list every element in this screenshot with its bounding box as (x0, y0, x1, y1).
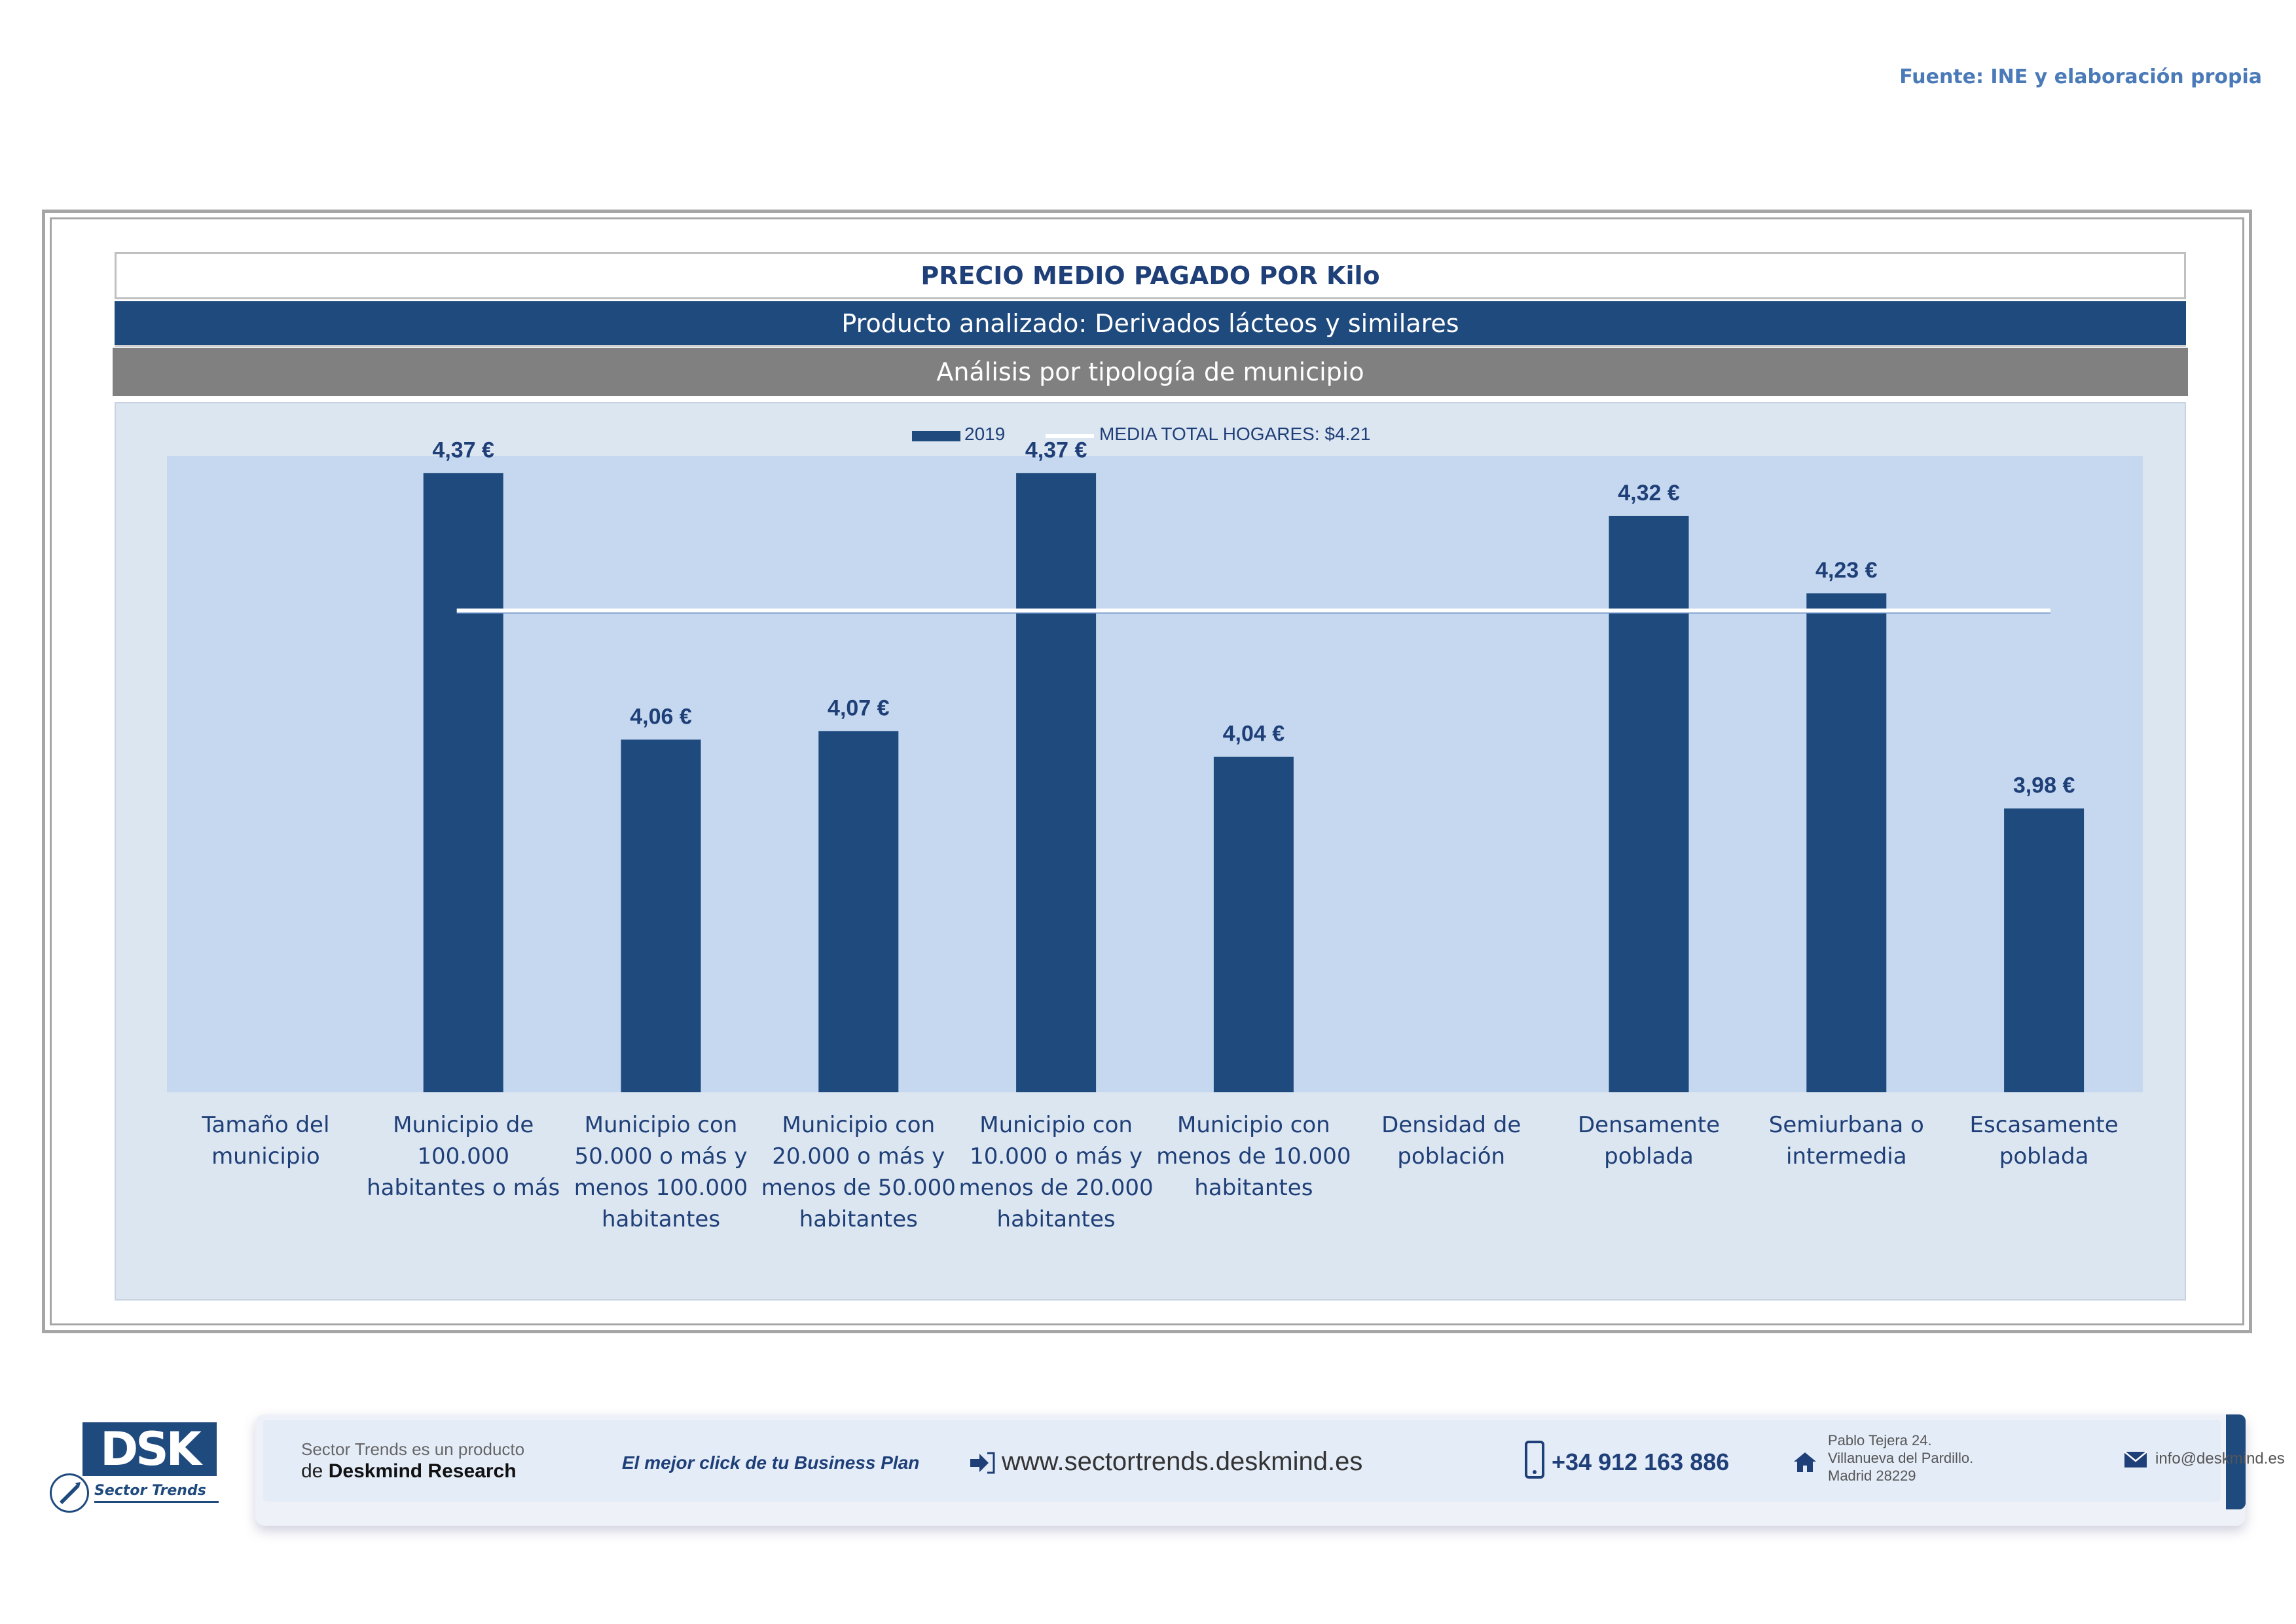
address-line-2: Villanueva del Pardillo. (1828, 1450, 1974, 1466)
bar-5 (1213, 756, 1294, 1092)
category-label-line: Municipio con (1177, 1112, 1330, 1138)
category-label-line: Densamente (1577, 1112, 1721, 1138)
category-label-line: menos 100.000 (574, 1175, 748, 1201)
chart-area: 4,37 € 4,06 € 4,07 € 4,37 € 4,04 € 4,32 € 4,23… (115, 402, 2186, 1301)
category-label-line: poblada (1604, 1143, 1694, 1170)
legend-swatch-bar (912, 431, 960, 441)
bar-3 (818, 731, 899, 1092)
mail-icon (2124, 1451, 2147, 1467)
category-label-line: habitantes (1194, 1175, 1313, 1201)
chart-title: PRECIO MEDIO PAGADO POR Kilo (115, 252, 2186, 299)
category-label-line: habitantes (996, 1206, 1116, 1232)
inner-frame (50, 217, 2244, 1325)
outer-frame (42, 210, 2252, 1333)
home-icon (1794, 1452, 1816, 1472)
category-label-line: 100.000 (417, 1143, 509, 1170)
rocket-icon (50, 1473, 89, 1513)
logo-subtitle: Sector Trends (94, 1483, 206, 1499)
source-note: Fuente: INE y elaboración propia (1899, 65, 2262, 88)
category-label-line: Municipio con (584, 1112, 738, 1138)
data-label-4: 4,37 € (1025, 437, 1087, 462)
category-label-4: Municipio con 10.000 o más y menos de 20.0… (951, 1109, 1161, 1235)
bar-8 (1806, 593, 1887, 1092)
category-label-9: Escasamente poblada (1939, 1109, 2149, 1172)
category-label-3: Municipio con 20.000 o más y menos de 50.0… (754, 1109, 963, 1235)
brand-company: Deskmind Research (328, 1460, 517, 1482)
footer-accent (2226, 1414, 2246, 1509)
bar-4 (1016, 473, 1097, 1092)
data-label-9: 3,98 € (2013, 773, 2075, 798)
category-label-line: habitantes (601, 1206, 721, 1232)
category-label-line: menos de 20.000 (958, 1175, 1154, 1201)
category-label-line: Densidad de (1381, 1112, 1522, 1138)
category-label-2: Municipio con 50.000 o más y menos 100.000… (556, 1109, 766, 1235)
phone-number[interactable]: +34 912 163 886 (1552, 1449, 1730, 1475)
data-label-5: 4,04 € (1223, 722, 1285, 747)
category-label-8: Semiurbana o intermedia (1741, 1109, 1951, 1172)
address-line-3: Madrid 28229 (1828, 1467, 1916, 1484)
bar-chart: 4,37 € 4,06 € 4,07 € 4,37 € 4,04 € 4,32 € 4,23… (167, 424, 2143, 1092)
category-label-line: menos de 10.000 (1156, 1143, 1351, 1170)
address: Pablo Tejera 24. Villanueva del Pardillo… (1828, 1431, 1973, 1485)
bar-1 (423, 473, 503, 1092)
category-label-line: Escasamente (1969, 1112, 2119, 1138)
website-link[interactable]: www.sectortrends.deskmind.es (1002, 1447, 1363, 1476)
category-label-1: Municipio de 100.000 habitantes o más (359, 1109, 568, 1204)
legend-label-line: MEDIA TOTAL HOGARES: $4.21 (1099, 424, 1370, 444)
category-label-line: 50.000 o más y (574, 1143, 748, 1170)
analysis-banner: Análisis por tipología de municipio (113, 348, 2188, 396)
category-label-line: 10.000 o más y (970, 1143, 1143, 1170)
category-label-line: habitantes o más (367, 1175, 560, 1201)
bar-7 (1609, 515, 1689, 1092)
category-label-line: menos de 50.000 (761, 1175, 956, 1201)
category-label-7: Densamente poblada (1544, 1109, 1754, 1172)
category-label-line: 20.000 o más y (772, 1143, 945, 1170)
footer: DSK Sector Trends Sector Trends es un pr… (42, 1414, 2285, 1545)
data-label-7: 4,32 € (1618, 481, 1680, 506)
data-label-2: 4,06 € (630, 704, 692, 729)
category-label-line: Municipio con (979, 1112, 1133, 1138)
address-line-1: Pablo Tejera 24. (1828, 1432, 1932, 1449)
category-label-6: Densidad de población (1347, 1109, 1556, 1172)
footer-inner (263, 1420, 2221, 1502)
logo-text: DSK (82, 1422, 217, 1476)
product-banner: Producto analizado: Derivados lácteos y … (115, 301, 2186, 347)
logo-underline (94, 1501, 219, 1503)
category-label-line: Municipio de (393, 1112, 534, 1138)
category-label-line: Tamaño del (202, 1112, 330, 1138)
dsk-logo: DSK Sector Trends (42, 1422, 219, 1521)
category-label-0: Tamaño del municipio (161, 1109, 371, 1172)
data-label-3: 4,07 € (828, 695, 890, 720)
brand-line: Sector Trends es un producto (301, 1439, 525, 1459)
bar-2 (621, 739, 701, 1092)
email-link[interactable]: info@deskmind.es (2155, 1450, 2285, 1467)
category-label-line: Municipio con (782, 1112, 936, 1138)
legend-label-series: 2019 (964, 424, 1005, 444)
link-arrow-icon (970, 1452, 995, 1474)
slogan: El mejor click de tu Business Plan (622, 1452, 920, 1473)
category-label-line: municipio (211, 1143, 320, 1170)
brand-name: de Deskmind Research (301, 1460, 517, 1483)
category-label-line: poblada (1999, 1143, 2089, 1170)
phone-icon (1525, 1441, 1544, 1479)
data-label-8: 4,23 € (1815, 558, 1878, 583)
brand-prefix: de (301, 1460, 329, 1482)
category-label-line: población (1397, 1143, 1506, 1170)
category-label-line: intermedia (1786, 1143, 1907, 1170)
category-label-line: habitantes (799, 1206, 918, 1232)
category-label-5: Municipio con menos de 10.000 habitantes (1149, 1109, 1358, 1204)
bar-9 (2004, 808, 2085, 1092)
footer-band: Sector Trends es un producto de Deskmind… (255, 1414, 2285, 1526)
category-label-line: Semiurbana o (1768, 1112, 1924, 1138)
data-label-1: 4,37 € (432, 437, 494, 462)
